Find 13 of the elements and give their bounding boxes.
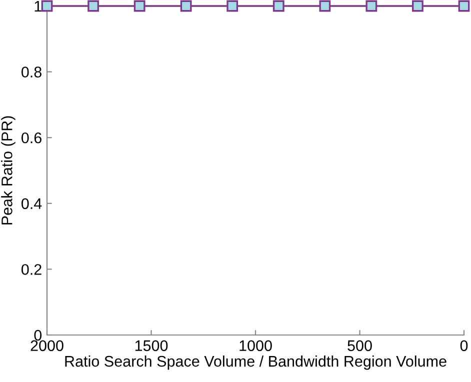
y-axis-title: Peak Ratio (PR) xyxy=(1,116,16,224)
x-axis-title: Ratio Search Space Volume / Bandwidth Region Volume xyxy=(65,355,446,370)
y-tick-label: 0.8 xyxy=(22,66,42,78)
x-tick-label: 1500 xyxy=(135,340,168,352)
x-tick-label: 1000 xyxy=(240,340,272,352)
y-tick-label: 1 xyxy=(34,1,42,12)
x-tick-label: 500 xyxy=(348,340,372,352)
x-tick-label: 2000 xyxy=(30,340,64,352)
y-tick-label: 0.2 xyxy=(22,264,42,275)
y-tick-label: 0.4 xyxy=(22,198,42,210)
y-tick-label: 0 xyxy=(34,330,42,341)
x-tick-label: 0 xyxy=(460,340,468,352)
y-tick-label: 0.6 xyxy=(22,132,42,144)
